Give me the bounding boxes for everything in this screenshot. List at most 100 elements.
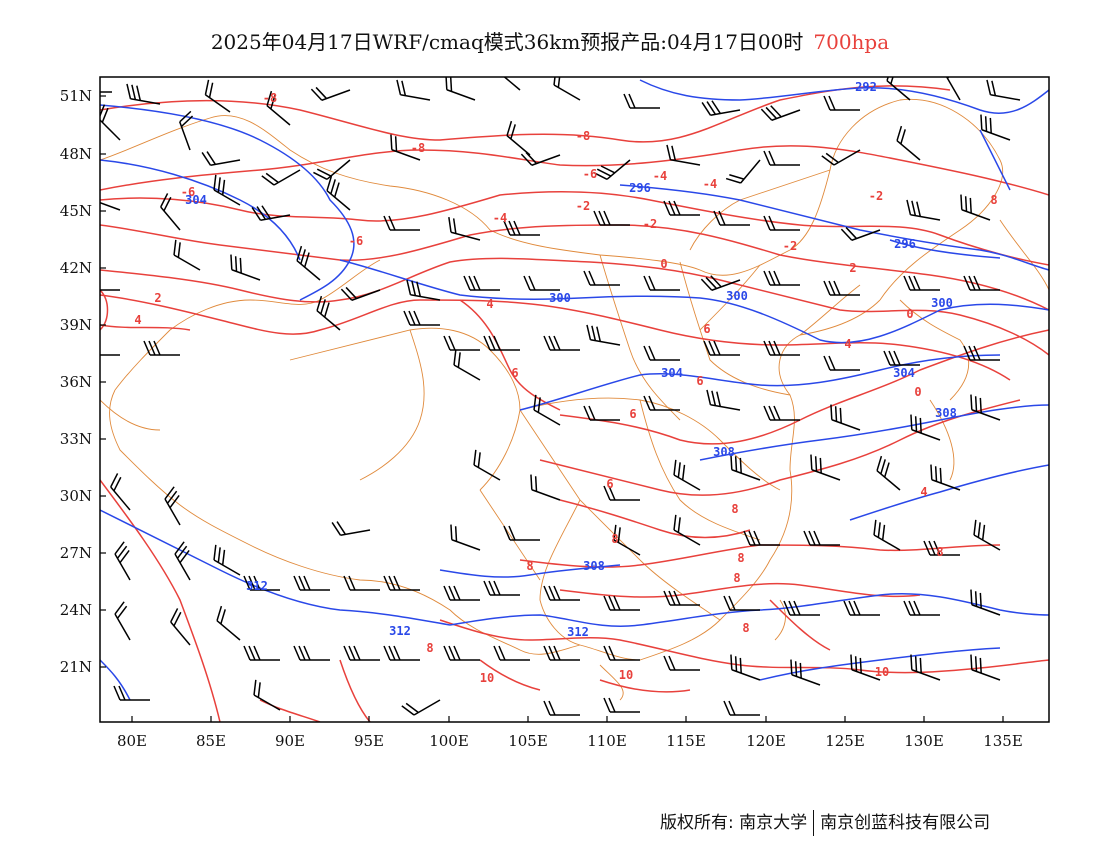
boundary-line	[599, 664, 624, 701]
wind-barb	[603, 485, 640, 501]
wind-barb	[873, 519, 901, 551]
temperature-label: 10	[480, 671, 494, 685]
lon-label: 135E	[983, 732, 1023, 750]
boundary-line	[579, 299, 881, 661]
lon-label: 115E	[666, 732, 706, 750]
temperature-label: -2	[643, 217, 657, 231]
height-label: 292	[855, 80, 877, 94]
temperature-label: 4	[486, 297, 493, 311]
wind-barb	[790, 659, 821, 686]
height-contour	[519, 354, 1001, 411]
temperature-label: 8	[990, 193, 997, 207]
height-contour	[100, 659, 131, 701]
wind-barb	[253, 679, 281, 711]
wind-barb	[383, 575, 420, 591]
wind-barb	[883, 350, 920, 366]
wind-barb	[586, 324, 621, 346]
wind-barb	[160, 193, 181, 231]
wind-barb	[643, 395, 680, 411]
lon-label: 85E	[196, 732, 226, 750]
wind-barb	[261, 169, 301, 186]
wind-barb	[493, 645, 530, 661]
temperature-contour	[100, 479, 221, 722]
wind-barb	[293, 645, 330, 661]
temperature-label: 10	[875, 665, 889, 679]
height-contour	[100, 104, 355, 301]
wind-barb	[970, 394, 1001, 421]
height-contour	[339, 259, 1049, 344]
boundary-lines	[100, 98, 1049, 701]
lat-label: 42N	[60, 259, 92, 277]
footer-right: 南京创蓝科技有限公司	[820, 813, 991, 833]
wind-barb	[533, 394, 561, 426]
height-label: 300	[549, 291, 571, 305]
temperature-contour	[339, 659, 371, 722]
wind-barb	[326, 175, 351, 211]
boundary-line	[519, 397, 721, 441]
temperature-label: 6	[606, 477, 613, 491]
temperature-label: 4	[134, 313, 141, 327]
wind-barb	[213, 544, 241, 576]
wind-barb	[821, 149, 861, 166]
wind-barb	[173, 239, 201, 271]
temperature-label: -8	[576, 129, 590, 143]
wind-barb	[243, 645, 280, 661]
wind-barb	[593, 159, 631, 180]
temperature-contour	[259, 699, 321, 722]
wind-barb	[113, 685, 150, 701]
temperature-contour	[769, 599, 831, 651]
wind-barb	[906, 199, 941, 221]
wind-barb	[403, 310, 440, 326]
temperature-label: -8	[263, 91, 277, 105]
wind-barb	[663, 590, 700, 606]
boundary-line	[999, 219, 1049, 291]
wind-barb	[823, 355, 860, 371]
boundary-line	[359, 329, 425, 481]
wind-barb	[886, 77, 911, 101]
wind-barb	[530, 474, 561, 501]
wind-barb	[331, 521, 371, 536]
temperature-label: 8	[526, 559, 533, 573]
wind-barb	[483, 335, 520, 351]
height-contour	[639, 79, 1049, 114]
wind-barb	[543, 700, 580, 716]
wind-barb	[296, 245, 321, 281]
wind-barb	[603, 595, 640, 611]
temperature-label: -4	[493, 211, 507, 225]
wind-barb	[204, 79, 231, 113]
temperature-label: -4	[703, 177, 717, 191]
wind-barb	[179, 110, 194, 151]
copyright-footer: 版权所有: 南京大学 南京创蓝科技有限公司	[660, 808, 990, 836]
height-label: 308	[583, 559, 605, 573]
wind-barb	[483, 580, 520, 596]
wind-barb	[164, 486, 181, 526]
temperature-label: 8	[936, 545, 943, 559]
wind-barb	[340, 286, 381, 301]
temperature-contour	[559, 499, 751, 539]
height-label: 312	[246, 579, 268, 593]
temperature-contour	[100, 289, 109, 331]
temperature-label: 6	[703, 322, 710, 336]
wind-barb	[850, 654, 881, 681]
lon-label: 95E	[354, 732, 384, 750]
height-label: 304	[185, 193, 207, 207]
temperature-label: 6	[511, 366, 518, 380]
temperature-contour	[100, 190, 1049, 266]
wind-barb	[830, 404, 861, 431]
wind-barb	[126, 83, 161, 105]
lat-label: 21N	[60, 658, 92, 676]
temperature-label: -2	[783, 239, 797, 253]
lat-label: 24N	[60, 601, 92, 619]
wind-barb	[876, 455, 901, 491]
map-title: 2025年04月17日WRF/cmaq模式36km预报产品:04月17日00时 7…	[0, 26, 1100, 55]
wind-barb	[443, 645, 480, 661]
wind-barb	[986, 79, 1021, 101]
lon-label: 100E	[429, 732, 469, 750]
temperature-label: 8	[737, 551, 744, 565]
boundary-line	[289, 327, 521, 491]
wind-barb	[713, 210, 750, 226]
wind-barb	[503, 220, 540, 236]
wind-barb	[114, 541, 131, 581]
boundary-line	[699, 264, 761, 331]
temperature-contour	[559, 582, 921, 598]
